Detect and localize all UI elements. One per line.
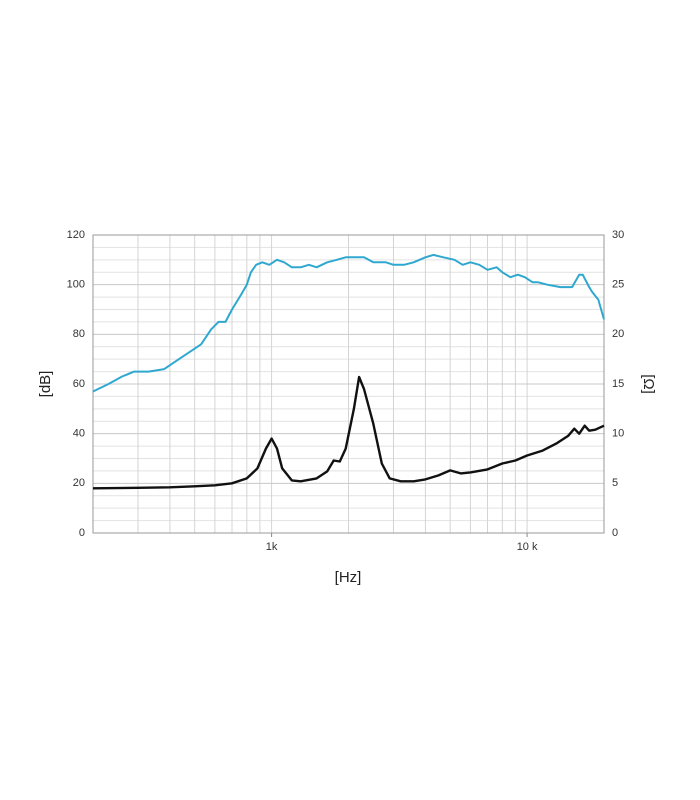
- y2-tick-label: 15: [612, 378, 624, 390]
- y-tick-label: 120: [67, 229, 85, 241]
- x-tick-label: 1k: [266, 541, 278, 553]
- y2-tick-label: 0: [612, 527, 618, 539]
- series-line: [92, 375, 605, 490]
- y-tick-label: 40: [73, 428, 85, 440]
- y2-tick-label: 10: [612, 428, 624, 440]
- y-tick-label: 100: [67, 279, 85, 291]
- y2-tick-label: 25: [612, 279, 624, 291]
- y2-tick-label: 20: [612, 328, 624, 340]
- y-tick-label: 60: [73, 378, 85, 390]
- y2-axis-label: [Ω]: [640, 374, 657, 394]
- plot-frame: [92, 234, 605, 534]
- y-tick-label: 0: [79, 527, 85, 539]
- y-tick-label: 20: [73, 477, 85, 489]
- y-axis-label: [dB]: [37, 371, 54, 398]
- x-axis-label: [Hz]: [335, 569, 362, 586]
- series-line: [92, 253, 605, 393]
- y-tick-label: 80: [73, 328, 85, 340]
- y2-tick-label: 30: [612, 229, 624, 241]
- y2-tick-label: 5: [612, 477, 618, 489]
- x-tick-label: 10 k: [517, 541, 538, 553]
